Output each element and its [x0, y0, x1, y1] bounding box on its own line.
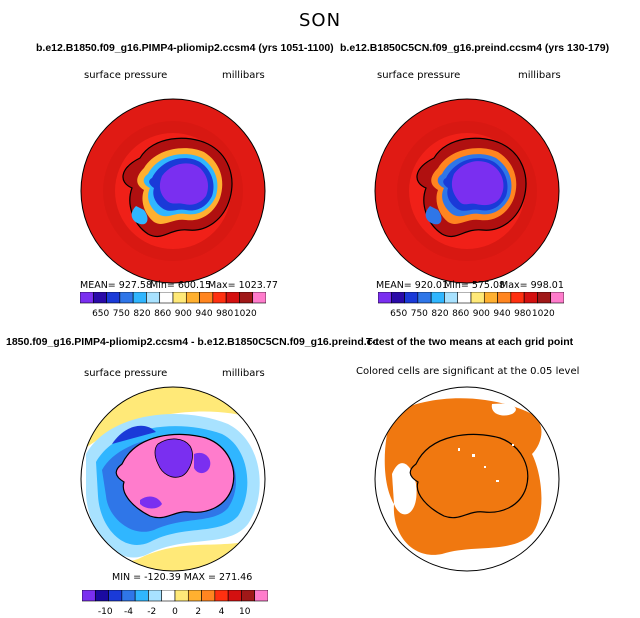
- panel3-colorbar-tick-label: 0: [172, 607, 178, 616]
- panel2-units: millibars: [518, 70, 561, 81]
- panel2-colorbar-swatch: [550, 292, 564, 304]
- panel1-colorbar-swatch: [185, 292, 200, 304]
- panel2-colorbar-swatch: [537, 292, 552, 304]
- panel2-colorbar-tick-label: 820: [431, 309, 448, 318]
- panel1-colorbar-swatch: [239, 292, 254, 304]
- panel3-variable: surface pressure: [84, 368, 168, 379]
- panel1-colorbar-swatch: [225, 292, 240, 304]
- panel1-colorbar-swatch: [172, 292, 187, 304]
- panel1-title: b.e12.B1850.f09_g16.PIMP4-pliomip2.ccsm4…: [36, 42, 334, 54]
- panel1-colorbar: 650 750 820 860 900 940 980 1020: [80, 292, 266, 318]
- panel3-colorbar-swatch: [201, 590, 216, 602]
- panel4-subtitle: Colored cells are significant at the 0.0…: [356, 366, 580, 377]
- panel4-title: T-test of the two means at each grid poi…: [366, 336, 574, 348]
- panel3-colorbar-swatch: [161, 590, 176, 602]
- panel1-colorbar-swatch: [199, 292, 214, 304]
- panel3-colorbar-swatch: [174, 590, 189, 602]
- panel2-min: Min= 575.08: [444, 280, 506, 291]
- panel3-colorbar-swatch: [214, 590, 229, 602]
- panel3-colorbar-tick-label: -10: [98, 607, 113, 616]
- panel2-colorbar-swatch: [430, 292, 445, 304]
- panel2-colorbar-swatch: [483, 292, 498, 304]
- panel4-map: [374, 386, 560, 572]
- panel1-map: [80, 98, 266, 284]
- panel3-colorbar-swatch: [108, 590, 123, 602]
- panel3-colorbar-tick-label: 10: [239, 607, 251, 616]
- panel1-colorbar-tick-label: 980: [216, 309, 233, 318]
- panel1-colorbar-swatch: [106, 292, 121, 304]
- panel3-colorbar: -10 -4 -2 0 2 4 10: [82, 590, 268, 616]
- panel2-colorbar-tick-label: 750: [411, 309, 428, 318]
- panel3-colorbar-swatch: [254, 590, 268, 602]
- panel2-mean: MEAN= 920.01: [376, 280, 449, 291]
- panel2-colorbar: 650 750 820 860 900 940 980 1020: [378, 292, 564, 318]
- panel2-colorbar-tick-label: 1020: [532, 309, 555, 318]
- panel1-colorbar-tick-label: 820: [133, 309, 150, 318]
- panel2-colorbar-swatch: [417, 292, 432, 304]
- panel3-map: [80, 386, 266, 572]
- panel3-colorbar-tick-label: 4: [219, 607, 225, 616]
- panel2-colorbar-swatch: [510, 292, 525, 304]
- panel2-colorbar-swatch: [497, 292, 512, 304]
- panel2-colorbar-swatch: [470, 292, 485, 304]
- panel2-colorbar-tick-label: 650: [390, 309, 407, 318]
- panel1-colorbar-tick-label: 1020: [234, 309, 257, 318]
- panel3-title: 1850.f09_g16.PIMP4-pliomip2.ccsm4 - b.e1…: [6, 336, 378, 348]
- panel1-colorbar-swatch: [80, 292, 94, 304]
- panel1-colorbar-tick-label: 650: [92, 309, 109, 318]
- panel2-colorbar-tick-label: 940: [493, 309, 510, 318]
- panel3-colorbar-swatch: [148, 590, 163, 602]
- panel3-colorbar-swatch: [82, 590, 96, 602]
- panel1-colorbar-swatch: [159, 292, 174, 304]
- panel1-variable: surface pressure: [84, 70, 168, 81]
- panel3-colorbar-tick-label: 2: [195, 607, 201, 616]
- panel2-max: Max= 998.01: [500, 280, 564, 291]
- panel3-colorbar-swatch: [227, 590, 242, 602]
- panel1-colorbar-tick-label: 940: [195, 309, 212, 318]
- panel2-colorbar-swatch: [444, 292, 459, 304]
- panel2-variable: surface pressure: [377, 70, 461, 81]
- panel1-colorbar-swatch: [132, 292, 147, 304]
- panel3-colorbar-swatch: [134, 590, 149, 602]
- panel1-colorbar-tick-label: 900: [175, 309, 192, 318]
- panel1-units: millibars: [222, 70, 265, 81]
- panel2-colorbar-swatch: [457, 292, 472, 304]
- panel1-colorbar-swatch: [92, 292, 107, 304]
- panel2-title: b.e12.B1850C5CN.f09_g16.preind.ccsm4 (yr…: [340, 42, 610, 54]
- page-title: SON: [298, 10, 342, 31]
- panel1-colorbar-swatch: [252, 292, 266, 304]
- panel1-mean: MEAN= 927.58: [80, 280, 153, 291]
- panel3-colorbar-tick-label: -2: [147, 607, 156, 616]
- panel2-colorbar-swatch: [404, 292, 419, 304]
- panel1-colorbar-swatch: [119, 292, 134, 304]
- panel3-colorbar-tick-label: -4: [124, 607, 133, 616]
- panel3-colorbar-swatch: [121, 590, 136, 602]
- panel3-colorbar-swatch: [94, 590, 109, 602]
- panel1-colorbar-swatch: [146, 292, 161, 304]
- panel2-colorbar-tick-label: 860: [452, 309, 469, 318]
- panel1-colorbar-tick-label: 750: [113, 309, 130, 318]
- panel3-minmax: MIN = -120.39 MAX = 271.46: [112, 572, 253, 583]
- panel2-colorbar-swatch: [378, 292, 392, 304]
- panel2-map: [374, 98, 560, 284]
- panel3-colorbar-swatch: [187, 590, 202, 602]
- panel3-colorbar-swatch: [241, 590, 256, 602]
- panel1-colorbar-tick-label: 860: [154, 309, 171, 318]
- panel1-min: Min= 600.15: [150, 280, 212, 291]
- panel1-max: Max= 1023.77: [208, 280, 278, 291]
- panel3-units: millibars: [222, 368, 265, 379]
- panel2-colorbar-tick-label: 980: [514, 309, 531, 318]
- panel1-colorbar-swatch: [212, 292, 227, 304]
- panel2-colorbar-swatch: [523, 292, 538, 304]
- panel2-colorbar-swatch: [390, 292, 405, 304]
- panel2-colorbar-tick-label: 900: [473, 309, 490, 318]
